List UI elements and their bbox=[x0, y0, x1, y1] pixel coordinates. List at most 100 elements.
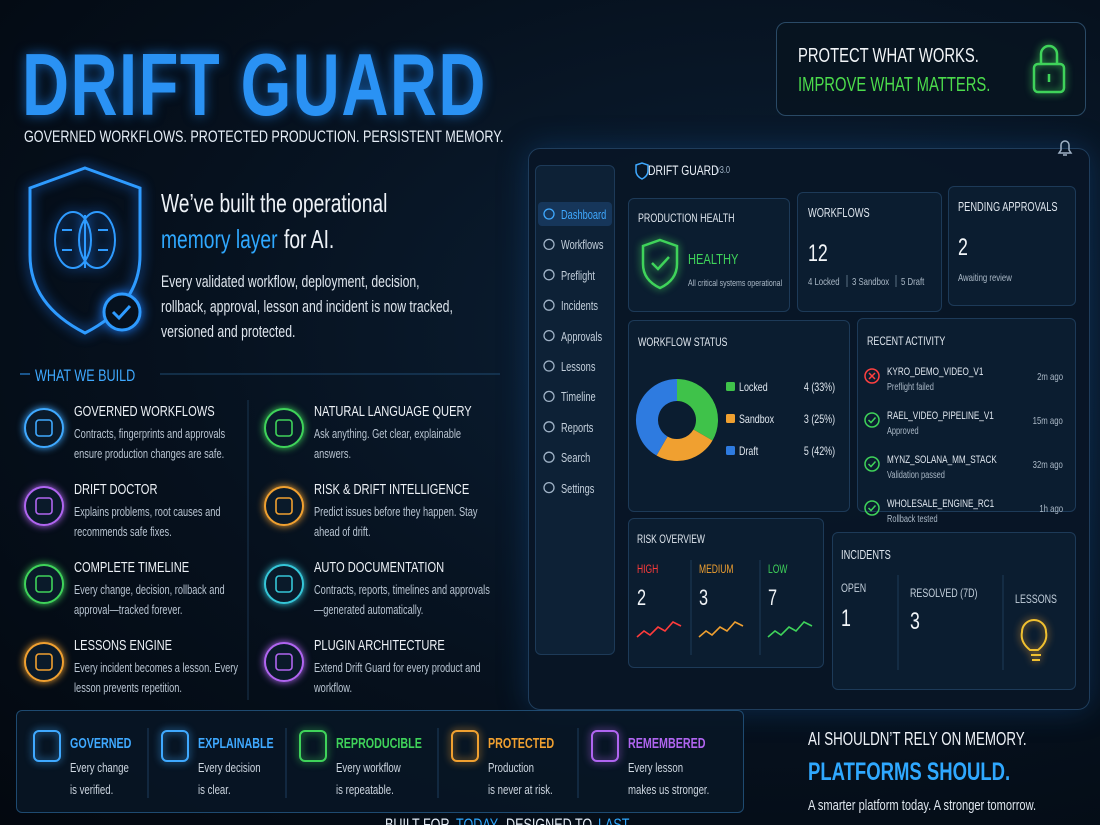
incident-label: LESSONS bbox=[1015, 592, 1057, 606]
tagline: GOVERNED WORKFLOWS. PROTECTED PRODUCTION… bbox=[24, 127, 504, 146]
pillar-title: EXPLAINABLE bbox=[198, 736, 274, 752]
legend-label: Sandbox bbox=[739, 412, 775, 426]
donut-segment bbox=[656, 428, 713, 461]
activity-glyph bbox=[867, 460, 877, 468]
donut-segment bbox=[676, 379, 718, 441]
feature-glyph bbox=[35, 653, 53, 671]
pillar-title: PROTECTED bbox=[488, 736, 555, 752]
legend-value: 4 (33%) bbox=[803, 380, 835, 394]
feature-title: NATURAL LANGUAGE QUERY bbox=[314, 403, 472, 420]
breakdown: 5 Draft bbox=[901, 276, 925, 288]
health-shield bbox=[641, 238, 679, 290]
pillars-box bbox=[16, 710, 744, 813]
nav-icon bbox=[543, 238, 555, 251]
intro-highlight: memory layer bbox=[161, 224, 278, 254]
footer-text: LAST. bbox=[597, 815, 632, 825]
nav-icon bbox=[543, 481, 555, 494]
nav-item[interactable]: Approvals bbox=[561, 329, 603, 344]
feature-desc: Every change, decision, rollback and app… bbox=[74, 583, 225, 617]
incident-value: 1 bbox=[841, 605, 851, 632]
risk-label: HIGH bbox=[637, 564, 659, 576]
title: DRIFT GUARD bbox=[22, 35, 487, 134]
pillar-title: REPRODUCIBLE bbox=[336, 736, 422, 752]
nav-icon bbox=[543, 329, 555, 342]
card-title: RECENT ACTIVITY bbox=[867, 334, 946, 348]
activity-icon bbox=[864, 500, 880, 516]
nav-icon bbox=[543, 451, 555, 463]
badge-line: PROTECT WHAT WORKS. bbox=[798, 45, 979, 67]
pillar-text: Every change bbox=[70, 760, 129, 775]
feature-icon bbox=[24, 408, 64, 448]
metric: 12 bbox=[808, 240, 828, 267]
nav-item[interactable]: Reports bbox=[561, 420, 594, 435]
pillar-text: is repeatable. bbox=[336, 782, 394, 797]
feature-desc: Every incident becomes a lesson. Every l… bbox=[74, 661, 239, 695]
legend-value: 5 (42%) bbox=[803, 444, 835, 458]
feature-glyph bbox=[275, 419, 293, 437]
nav-item[interactable]: Search bbox=[561, 451, 591, 466]
activity-glyph bbox=[867, 504, 877, 512]
card-title: PRODUCTION HEALTH bbox=[638, 211, 735, 225]
feature-icon bbox=[24, 642, 64, 682]
nav-active bbox=[538, 202, 612, 226]
donut-segment bbox=[636, 379, 678, 456]
pillar-icon bbox=[33, 730, 61, 762]
activity-status: Validation passed bbox=[887, 470, 945, 481]
closing: AI SHOULDN’T RELY ON MEMORY. bbox=[808, 729, 1027, 749]
feature-title: PLUGIN ARCHITECTURE bbox=[314, 637, 445, 654]
nav-item[interactable]: Preflight bbox=[561, 268, 595, 283]
nav-item[interactable]: Workflows bbox=[561, 238, 604, 253]
risk-value: 3 bbox=[699, 585, 709, 610]
activity-time: 1h ago bbox=[1039, 503, 1063, 515]
nav-item[interactable]: Settings bbox=[561, 481, 595, 496]
nav-icon bbox=[543, 421, 555, 433]
activity-name: RAEL_VIDEO_PIPELINE_V1 bbox=[887, 410, 994, 422]
incidents-card bbox=[832, 532, 1076, 690]
breakdown: 4 Locked bbox=[808, 276, 840, 288]
feature-glyph bbox=[35, 575, 53, 593]
badge-lock bbox=[1032, 44, 1066, 94]
nav-icon bbox=[543, 208, 555, 220]
health-status: HEALTHY bbox=[688, 251, 739, 268]
pillar-title: REMEMBERED bbox=[628, 736, 706, 752]
closing-highlight: PLATFORMS SHOULD. bbox=[808, 758, 1011, 786]
card-title: INCIDENTS bbox=[841, 548, 891, 562]
pillar-text: Every decision bbox=[198, 760, 261, 775]
nav-item[interactable]: Incidents bbox=[561, 299, 599, 314]
nav-icon bbox=[543, 269, 555, 281]
feature-glyph bbox=[275, 575, 293, 593]
pillar-text: Every lesson bbox=[628, 760, 684, 775]
card-title: WORKFLOW STATUS bbox=[638, 335, 728, 349]
health-note: All critical systems operational bbox=[688, 278, 783, 289]
legend-swatch bbox=[726, 382, 735, 391]
feature-desc: Ask anything. Get clear, explainable ans… bbox=[314, 427, 462, 461]
bell-icon[interactable] bbox=[1057, 140, 1073, 156]
feature-icon bbox=[264, 408, 304, 448]
incident-value: 3 bbox=[910, 608, 920, 635]
activity-name: WHOLESALE_ENGINE_RC1 bbox=[887, 498, 995, 510]
status-card bbox=[628, 320, 850, 512]
legend-swatch bbox=[726, 414, 735, 423]
sparkline bbox=[767, 621, 813, 638]
brand-icon bbox=[635, 162, 649, 180]
feature-desc: Predict issues before they happen. Stay … bbox=[314, 505, 478, 539]
activity-icon bbox=[864, 412, 880, 428]
feature-icon bbox=[24, 564, 64, 604]
activity-time: 15m ago bbox=[1032, 415, 1063, 427]
feature-desc: Contracts, reports, timelines and approv… bbox=[314, 583, 490, 617]
intro-body: Every validated workflow, deployment, de… bbox=[161, 273, 453, 341]
activity-status: Rollback tested bbox=[887, 514, 938, 525]
risk-value: 7 bbox=[768, 585, 778, 610]
approvals-card bbox=[948, 186, 1076, 306]
sidebar bbox=[535, 165, 615, 655]
breakdown: 3 Sandbox bbox=[852, 276, 890, 288]
activity-name: KYRO_DEMO_VIDEO_V1 bbox=[887, 366, 984, 378]
pillar-title: GOVERNED bbox=[70, 736, 132, 752]
nav-item[interactable]: Timeline bbox=[561, 390, 596, 405]
nav-item[interactable]: Lessons bbox=[561, 360, 596, 374]
nav-item[interactable]: Dashboard bbox=[561, 208, 607, 222]
intro-heading: We’ve built the operational bbox=[161, 188, 388, 218]
feature-icon bbox=[264, 564, 304, 604]
